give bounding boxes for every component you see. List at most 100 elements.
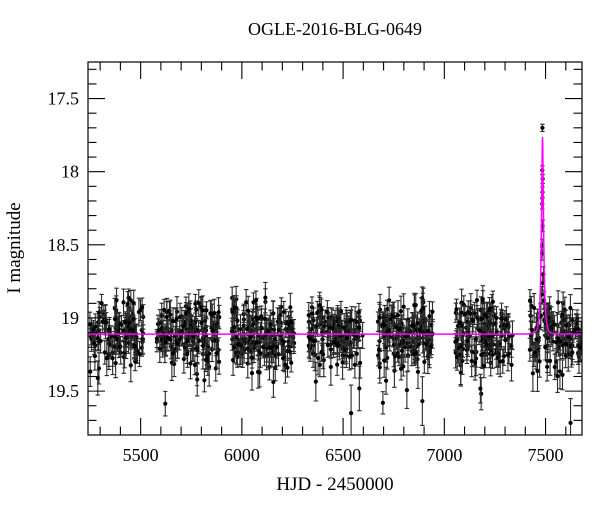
data-point <box>309 311 315 316</box>
data-point <box>344 336 350 341</box>
data-point <box>272 327 277 332</box>
data-point <box>377 315 382 320</box>
data-point <box>427 314 432 319</box>
data-point <box>202 378 207 383</box>
data-point <box>212 310 217 316</box>
data-point <box>265 345 270 351</box>
x-tick-label: 5500 <box>123 445 159 465</box>
data-point <box>430 309 435 314</box>
data-point <box>469 358 474 364</box>
data-point <box>509 362 514 367</box>
data-point <box>572 327 578 332</box>
data-point <box>216 359 222 364</box>
data-points-layer <box>88 123 582 435</box>
data-point <box>210 328 215 333</box>
data-point <box>325 342 330 348</box>
data-point <box>251 322 256 327</box>
data-point <box>543 345 548 350</box>
model-curve-layer <box>88 136 582 335</box>
data-point <box>113 360 118 366</box>
data-point <box>286 322 292 327</box>
data-point <box>465 338 470 344</box>
data-point <box>195 347 200 353</box>
data-point <box>280 356 286 361</box>
data-point <box>185 339 190 344</box>
data-point <box>199 320 204 325</box>
data-point <box>555 374 560 379</box>
data-point <box>349 353 355 358</box>
data-point <box>321 324 327 329</box>
data-point <box>157 346 162 351</box>
x-tick-label: 6500 <box>325 445 361 465</box>
y-axis-label: I magnitude <box>4 202 25 293</box>
data-point <box>530 371 535 376</box>
data-point <box>399 348 405 353</box>
data-point <box>535 368 540 374</box>
data-point <box>317 303 322 308</box>
data-point <box>413 351 419 356</box>
data-point <box>490 299 495 304</box>
data-point <box>91 327 96 332</box>
data-point <box>317 362 322 367</box>
y-tick-label: 19.5 <box>48 381 80 401</box>
data-point <box>473 336 479 342</box>
data-point <box>473 360 478 365</box>
y-tick-label: 19 <box>61 308 79 328</box>
data-point <box>328 347 334 352</box>
data-point <box>164 314 169 320</box>
data-point <box>128 363 133 368</box>
data-point <box>479 391 484 396</box>
data-point <box>352 337 357 342</box>
data-point <box>168 337 173 342</box>
data-point <box>114 337 119 342</box>
data-point <box>479 316 484 322</box>
data-point <box>245 346 250 351</box>
data-point <box>181 324 186 329</box>
data-point <box>201 343 206 349</box>
data-point <box>486 334 491 339</box>
data-point <box>415 369 421 374</box>
data-point <box>234 334 239 340</box>
data-point <box>482 312 487 317</box>
data-point <box>420 306 426 311</box>
data-point <box>454 307 459 312</box>
data-point <box>394 325 399 330</box>
data-point <box>270 311 276 316</box>
data-point <box>132 344 138 349</box>
data-point <box>325 309 330 314</box>
data-point <box>560 372 565 377</box>
data-point <box>99 301 104 306</box>
model-light-curve <box>88 136 582 335</box>
data-point <box>254 340 259 345</box>
y-tick-label: 18.5 <box>48 235 80 255</box>
data-point <box>478 386 483 391</box>
plot-frame <box>87 61 583 436</box>
data-point <box>112 333 117 339</box>
data-point <box>175 341 180 346</box>
data-point <box>196 338 202 343</box>
data-point <box>395 313 401 318</box>
data-point <box>137 351 142 357</box>
data-point <box>458 352 463 357</box>
y-tick-label: 17.5 <box>48 89 80 109</box>
data-point <box>560 312 565 318</box>
x-axis-label: HJD - 2450000 <box>276 474 393 495</box>
data-point <box>128 298 133 303</box>
data-point <box>566 334 571 340</box>
data-point <box>348 411 354 416</box>
data-point <box>308 337 313 342</box>
data-point <box>259 326 264 331</box>
data-point <box>420 398 425 404</box>
data-point <box>428 344 434 349</box>
data-point <box>355 335 361 340</box>
data-point <box>411 323 417 328</box>
data-point <box>230 310 235 315</box>
data-point <box>393 354 398 359</box>
data-point <box>102 319 107 325</box>
data-point <box>287 349 293 354</box>
data-point <box>263 295 268 300</box>
data-point <box>241 323 246 328</box>
data-point <box>185 352 190 357</box>
